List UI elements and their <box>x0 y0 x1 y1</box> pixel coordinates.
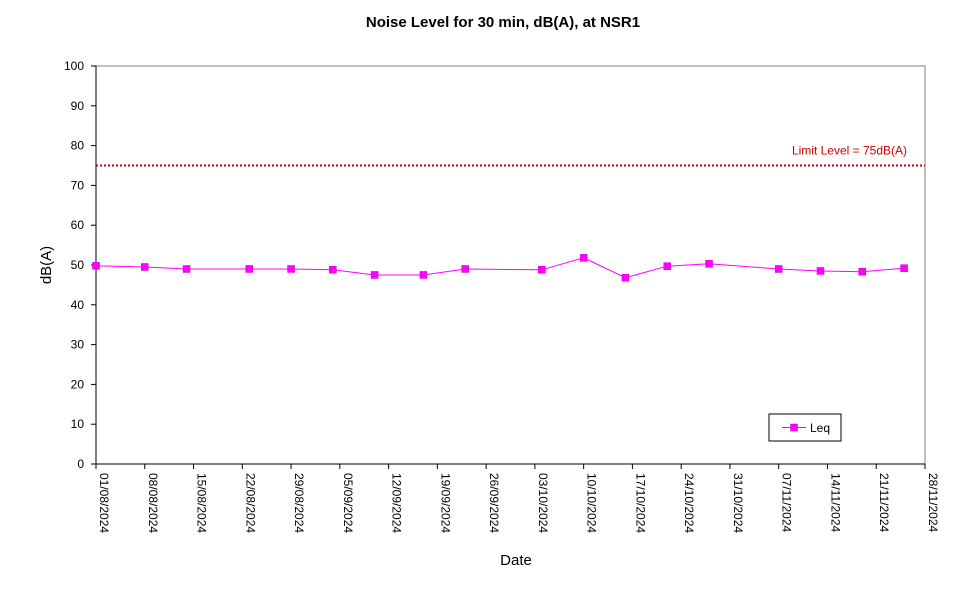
data-point <box>461 265 469 273</box>
data-point <box>92 262 100 270</box>
x-tick-label: 15/08/2024 <box>195 473 209 533</box>
x-tick-label: 31/10/2024 <box>731 473 745 533</box>
x-tick-label: 29/08/2024 <box>292 473 306 533</box>
legend-label-leq: Leq <box>810 421 830 435</box>
y-tick-label: 70 <box>71 178 85 192</box>
x-tick-label: 26/09/2024 <box>487 473 501 533</box>
limit-level-annotation: Limit Level = 75dB(A) <box>96 144 925 167</box>
series-layer <box>92 254 908 282</box>
y-tick-label: 80 <box>71 139 85 153</box>
x-tick-label: 22/08/2024 <box>243 473 257 533</box>
y-tick-label: 90 <box>71 99 85 113</box>
plot-area <box>95 65 926 465</box>
data-point <box>900 264 908 272</box>
y-axis-label: dB(A) <box>38 246 55 284</box>
x-tick-label: 08/08/2024 <box>146 473 160 533</box>
data-point <box>663 262 671 270</box>
x-axis: 01/08/2024 08/08/2024 15/08/2024 22/08/2024… <box>95 463 940 533</box>
y-tick-label: 50 <box>71 258 85 272</box>
plot-border <box>95 65 926 465</box>
y-tick-label: 0 <box>77 457 84 471</box>
data-point <box>370 271 379 279</box>
y-tick-label: 20 <box>71 377 85 391</box>
data-point <box>419 271 428 279</box>
data-point <box>858 268 867 276</box>
x-tick-label: 14/11/2024 <box>828 473 842 532</box>
series-line-leq <box>95 257 905 279</box>
data-point <box>141 263 149 271</box>
legend-marker <box>790 423 798 432</box>
data-point <box>816 267 825 275</box>
x-tick-label: 10/10/2024 <box>585 473 599 533</box>
x-tick-label: 28/11/2024 <box>926 473 940 532</box>
x-tick-label: 03/10/2024 <box>536 473 550 533</box>
data-point <box>621 273 630 282</box>
x-tick-label: 17/10/2024 <box>633 473 647 533</box>
chart-title: Noise Level for 30 min, dB(A), at NSR1 <box>366 14 640 31</box>
y-axis: 0 10 20 30 40 50 60 70 80 90 100 <box>64 59 97 471</box>
x-tick-label: 01/08/2024 <box>97 473 111 533</box>
x-tick-label: 12/09/2024 <box>390 473 404 533</box>
limit-level-label: Limit Level = 75dB(A) <box>792 144 907 158</box>
x-tick-label: 07/11/2024 <box>780 473 794 532</box>
y-tick-label: 100 <box>64 59 84 73</box>
x-axis-label: Date <box>500 552 532 569</box>
y-tick-label: 30 <box>71 338 85 352</box>
y-tick-label: 10 <box>71 417 85 431</box>
x-tick-label: 19/09/2024 <box>438 473 452 533</box>
data-point <box>538 266 546 274</box>
data-point <box>329 266 337 274</box>
data-point <box>774 265 783 273</box>
y-tick-label: 40 <box>71 298 85 312</box>
x-tick-label: 24/10/2024 <box>682 473 696 533</box>
data-point <box>579 254 588 262</box>
x-tick-label: 21/11/2024 <box>877 473 891 532</box>
data-point <box>287 265 295 273</box>
data-point <box>705 260 713 268</box>
legend: Leq <box>768 413 842 442</box>
data-point <box>182 265 191 273</box>
y-tick-label: 60 <box>71 218 85 232</box>
data-point <box>245 265 254 273</box>
x-tick-label: 05/09/2024 <box>341 473 355 533</box>
